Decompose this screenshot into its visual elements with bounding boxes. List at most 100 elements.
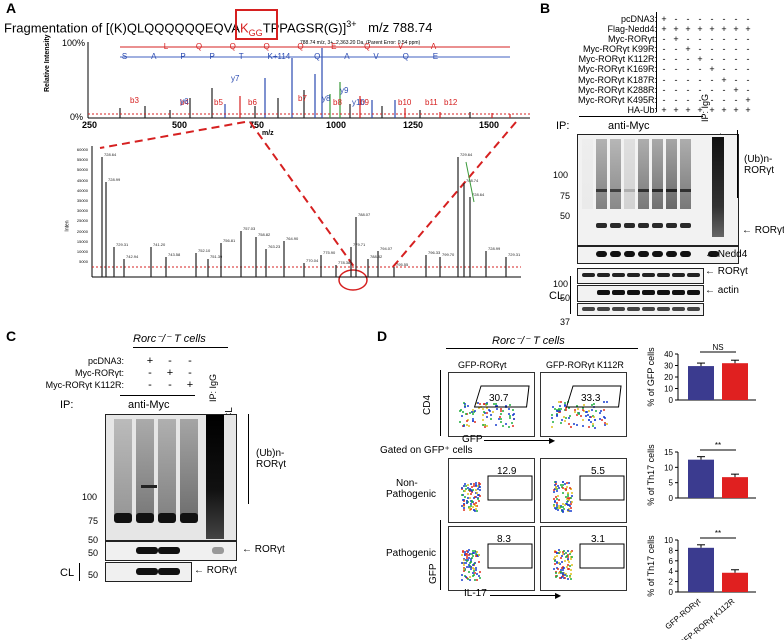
facs-event [554,481,557,484]
d-col1: GFP-RORγt [458,360,507,370]
zoom-peak-label: 743.58 [168,252,181,257]
b-sign: - [686,74,690,85]
b-sign: + [697,104,703,115]
facs-value-4: 5.5 [591,466,605,477]
facs-event [556,413,559,416]
facs-event [460,414,463,417]
c-sign-row: - + - [140,367,200,379]
c-row-label: pcDNA3: [87,356,124,366]
facs-event [481,413,484,416]
ion-y8: y8 [322,94,331,103]
facs-event [469,560,472,563]
b-sign: - [698,14,702,24]
facs-value-6: 3.1 [591,534,605,545]
facs-event [553,559,556,562]
facs-event [562,507,565,510]
c-ror-cl-text: RORγt [206,565,237,576]
b-sign: - [710,94,714,105]
facs-event [553,562,556,565]
nedd4-band [582,273,595,277]
facs-event [462,502,465,505]
facs-event [587,410,590,413]
b-mw-50b: 50 [560,293,571,303]
zoom-y-ticks: 60000 55000 50000 45000 40000 35000 30000 25000… [58,145,88,267]
facs-event [599,409,602,412]
sig-label: ** [715,441,721,450]
nedd4-band [597,273,610,277]
facs-event [469,509,472,512]
b-sign: + [733,24,739,35]
ion-b8: b8 [333,98,342,107]
b-sign: - [662,54,666,65]
facs-event [470,567,473,570]
facs-event [556,484,559,487]
actin-band [642,307,655,311]
facs-event [463,566,466,569]
facs-event [508,414,511,417]
facs-event [587,425,590,428]
b-sign: - [734,54,738,65]
facs-event [469,578,472,581]
b-ub-bracket [737,130,738,198]
facs-event [568,565,571,568]
facs-event [465,419,468,422]
d-nonpath-1: Non- [396,478,418,489]
facs-event [556,575,559,578]
c-sign: + [146,355,154,367]
d-cd4-label: CD4 [422,394,433,415]
facs-event [573,410,576,413]
b-sign: + [709,104,715,115]
facs-event [465,566,468,569]
seq-top-residue: Q [263,42,270,51]
band-50 [680,223,691,228]
seq-top-residue: Q [229,42,236,51]
facs-event [472,488,475,491]
facs-event [553,491,556,494]
band-50 [596,223,607,228]
zoom-y-tick: 30000 [76,208,88,214]
zoom-peak-label: 775.90 [323,250,336,255]
ion-b7: b7 [298,94,307,103]
facs-event [459,420,462,423]
facs-event [570,549,573,552]
title-suffix: TPPAGSR(G)] [262,20,347,36]
facs-event [472,505,475,508]
b-sign: - [698,64,702,75]
facs-event [468,576,471,579]
panel-b-nedd4-blot [577,268,704,284]
b-sign-row: - - - - - - + - [658,85,754,95]
band-75 [652,189,663,192]
facs-event [592,416,595,419]
facs-event [553,500,556,503]
facs-event [554,482,557,485]
facs-event [567,555,570,558]
band-75 [610,189,621,192]
facs-event [477,401,480,404]
bar-y-tick-label: 8 [669,546,674,555]
facs-event [473,482,476,485]
facs-event [498,416,501,419]
c-sign: - [168,355,172,367]
b-sign: - [674,84,678,95]
b-sign: + [709,24,715,35]
b-ror-label: ← RORγt [742,225,784,236]
c-anti-myc: anti-Myc [128,399,170,411]
facs-event [476,493,479,496]
facs-event [563,576,566,579]
b-sign: - [698,84,702,95]
facs-event [560,418,563,421]
facs-event [553,501,556,504]
bar-k112r [722,477,748,498]
zoom-green-peak [465,161,475,203]
facs-event [570,426,573,429]
facs-event [558,409,561,412]
facs-event [461,499,464,502]
band-50 [610,223,621,228]
facs-event [554,495,557,498]
facs-event [555,572,558,575]
facs-event [569,497,572,500]
d-gfp-y-label: GFP [428,563,439,584]
b-sign: + [697,54,703,65]
zoom-peak-label: 728.99 [108,177,121,182]
b-sign: + [745,104,751,115]
